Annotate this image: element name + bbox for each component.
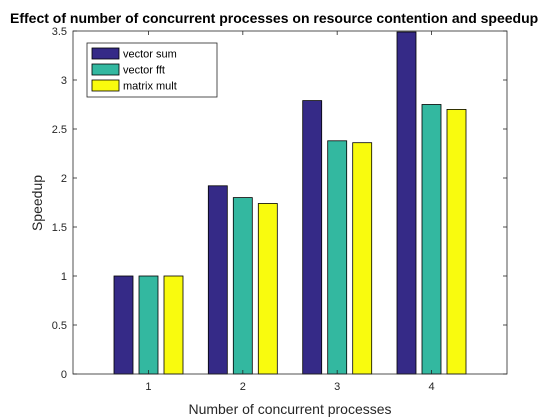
bar-vector-fft-1	[138, 275, 159, 375]
legend-swatch-vector-fft	[91, 63, 120, 76]
legend-label-vector-sum: vector sum	[123, 49, 177, 61]
y-tick-label: 0	[61, 369, 67, 381]
bar-vector-sum-3	[302, 100, 323, 375]
x-tick-label: 1	[145, 381, 151, 393]
bar-matrix-mult-2	[257, 203, 278, 375]
chart-title: Effect of number of concurrent processes…	[10, 10, 538, 26]
y-tick-label: 2.5	[52, 124, 67, 136]
x-tick-label: 3	[334, 381, 340, 393]
bar-vector-fft-4	[421, 104, 442, 375]
bar-vector-sum-2	[207, 185, 228, 375]
y-tick-label: 3	[61, 75, 67, 87]
y-tick-label: 1.5	[52, 222, 67, 234]
ticks-layer: 0 0.5 1 1.5 2 2.5 3 3.5 1 2 3 4	[52, 26, 507, 393]
axes-layer	[72, 30, 508, 375]
bar-matrix-mult-1	[163, 275, 184, 375]
legend-swatch-vector-sum	[91, 47, 120, 60]
bar-vector-fft-3	[327, 140, 348, 375]
x-tick-label: 4	[428, 381, 434, 393]
legend-label-vector-fft: vector fft	[123, 65, 165, 77]
y-axis-label: Speedup	[29, 175, 45, 231]
legend-label-matrix-mult: matrix mult	[123, 81, 177, 93]
x-axis-label: Number of concurrent processes	[188, 401, 391, 417]
bar-vector-sum-4	[396, 31, 417, 375]
bars-layer	[113, 31, 467, 375]
axes-box	[72, 30, 508, 375]
bar-matrix-mult-3	[352, 142, 373, 375]
bar-vector-fft-2	[232, 197, 253, 375]
y-tick-label: 1	[61, 271, 67, 283]
y-tick-label: 0.5	[52, 320, 67, 332]
bar-vector-sum-1	[113, 275, 134, 375]
y-tick-label: 2	[61, 173, 67, 185]
legend: vector sum vector fft matrix mult	[86, 42, 218, 98]
x-tick-label: 2	[240, 381, 246, 393]
y-tick-label: 3.5	[52, 26, 67, 38]
bar-matrix-mult-4	[446, 109, 467, 375]
legend-swatch-matrix-mult	[91, 79, 120, 92]
